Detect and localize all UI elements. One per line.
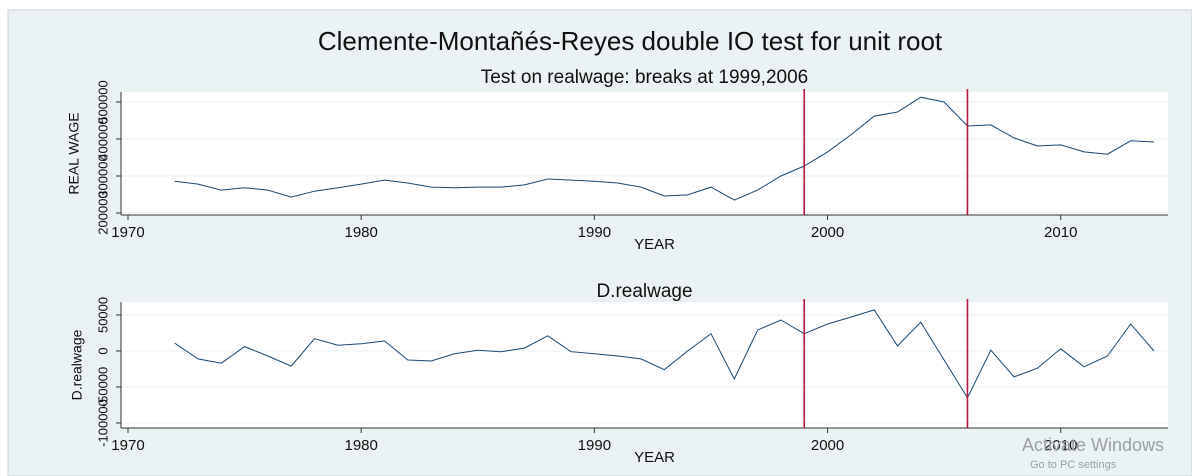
y-tick-label: 400000 [95, 117, 110, 160]
y-tick-label: -100000 [95, 399, 110, 447]
y-axis-label: REAL WAGE [66, 112, 82, 194]
x-tick-label: 2010 [1044, 224, 1077, 241]
x-tick-label: 1970 [111, 437, 144, 454]
plot-region [121, 92, 1168, 215]
watermark: Go to PC settings [1030, 459, 1117, 471]
y-tick-label: 50000 [95, 297, 110, 333]
x-tick-label: 1990 [578, 437, 611, 454]
panel-title: D.realwage [596, 281, 692, 302]
x-tick-label: 1990 [578, 224, 611, 241]
y-tick-label: -50000 [95, 367, 110, 407]
plot-region [121, 302, 1168, 428]
y-tick-label: 500000 [95, 80, 110, 123]
y-tick-label: 0 [95, 347, 110, 354]
x-tick-label: 2010 [1044, 437, 1077, 454]
x-tick-label: 2000 [811, 224, 844, 241]
y-tick-label: 300000 [95, 154, 110, 197]
panel-title: Test on realwage: breaks at 1999,2006 [481, 67, 808, 88]
x-tick-label: 1980 [344, 224, 377, 241]
main-title: Clemente-Montañés-Reyes double IO test f… [318, 26, 943, 56]
y-tick-label: 200000 [95, 191, 110, 234]
data-line [174, 309, 1155, 399]
x-tick-label: 1970 [111, 224, 144, 241]
x-tick-label: 2000 [811, 437, 844, 454]
data-line [174, 96, 1155, 201]
y-axis-label: D.realwage [69, 329, 85, 400]
x-tick-label: 1980 [344, 437, 377, 454]
watermark: Activate Windows [1022, 435, 1164, 455]
x-axis-label: YEAR [634, 449, 675, 466]
x-axis-label: YEAR [634, 236, 675, 253]
